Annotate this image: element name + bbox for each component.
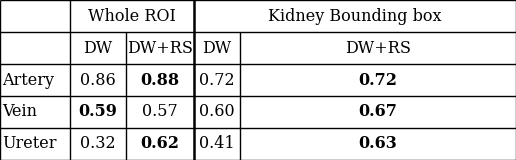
Text: 0.60: 0.60 xyxy=(199,104,235,120)
Text: 0.59: 0.59 xyxy=(78,104,118,120)
Text: DW: DW xyxy=(202,40,231,56)
Text: 0.72: 0.72 xyxy=(199,72,235,88)
Text: Kidney Bounding box: Kidney Bounding box xyxy=(268,8,442,24)
Text: 0.62: 0.62 xyxy=(140,136,180,152)
Text: 0.86: 0.86 xyxy=(80,72,116,88)
Text: DW: DW xyxy=(84,40,112,56)
Text: 0.41: 0.41 xyxy=(199,136,235,152)
Text: 0.88: 0.88 xyxy=(140,72,180,88)
Text: 0.32: 0.32 xyxy=(80,136,116,152)
Text: Whole ROI: Whole ROI xyxy=(88,8,175,24)
Text: Vein: Vein xyxy=(3,104,38,120)
Text: 0.72: 0.72 xyxy=(359,72,397,88)
Text: 0.63: 0.63 xyxy=(359,136,397,152)
Text: Ureter: Ureter xyxy=(3,136,57,152)
Text: DW+RS: DW+RS xyxy=(345,40,411,56)
Text: 0.67: 0.67 xyxy=(359,104,397,120)
Text: Artery: Artery xyxy=(3,72,55,88)
Text: 0.57: 0.57 xyxy=(142,104,178,120)
Text: DW+RS: DW+RS xyxy=(127,40,193,56)
